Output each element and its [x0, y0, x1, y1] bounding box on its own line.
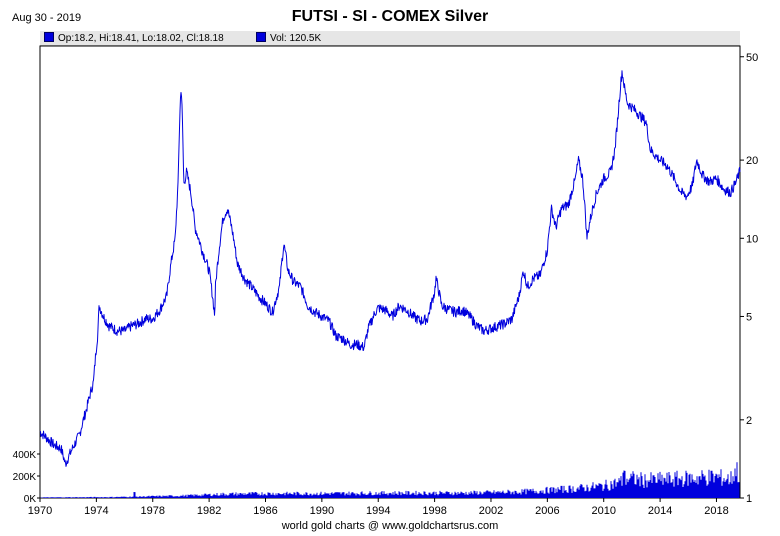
y-tick-label-10: 10 — [746, 233, 758, 245]
x-tick-label-1978: 1978 — [141, 505, 165, 517]
y-tick-label-1: 1 — [746, 493, 752, 505]
x-tick-label-2010: 2010 — [591, 505, 615, 517]
x-tick-label-2018: 2018 — [704, 505, 728, 517]
x-tick-label-2014: 2014 — [648, 505, 672, 517]
y-tick-label-2: 2 — [746, 415, 752, 427]
footer-credit: world gold charts @ www.goldchartsrus.co… — [281, 520, 499, 532]
x-tick-label-2002: 2002 — [479, 505, 503, 517]
x-tick-label-1970: 1970 — [28, 505, 52, 517]
x-tick-label-2006: 2006 — [535, 505, 559, 517]
x-tick-label-1990: 1990 — [310, 505, 334, 517]
chart-date: Aug 30 - 2019 — [12, 12, 82, 24]
vol-tick-label-400K: 400K — [13, 450, 37, 461]
x-tick-label-1974: 1974 — [84, 505, 108, 517]
volume-item: Vol: 120.5K — [256, 32, 321, 44]
chart-title: FUTSI - SI - COMEX Silver — [291, 8, 489, 25]
x-tick-label-1998: 1998 — [422, 505, 446, 517]
series-color-square-icon — [44, 32, 54, 42]
vol-tick-label-0K: 0K — [24, 494, 37, 505]
y-tick-label-50: 50 — [746, 52, 758, 64]
plot-frame — [39, 45, 741, 499]
price-series-line — [39, 70, 741, 467]
x-tick-label-1994: 1994 — [366, 505, 390, 517]
x-tick-label-1982: 1982 — [197, 505, 221, 517]
y-tick-label-20: 20 — [746, 155, 758, 167]
y-tick-label-5: 5 — [746, 311, 752, 323]
volume-label: Vol: 120.5K — [270, 33, 322, 44]
volume-color-square-icon — [256, 32, 266, 42]
x-tick-label-1986: 1986 — [253, 505, 277, 517]
ohlc-label: Op:18.2, Hi:18.41, Lo:18.02, Cl:18.18 — [58, 33, 224, 44]
vol-tick-label-200K: 200K — [13, 472, 37, 483]
ohlc-item: Op:18.2, Hi:18.41, Lo:18.02, Cl:18.18 — [44, 32, 224, 44]
